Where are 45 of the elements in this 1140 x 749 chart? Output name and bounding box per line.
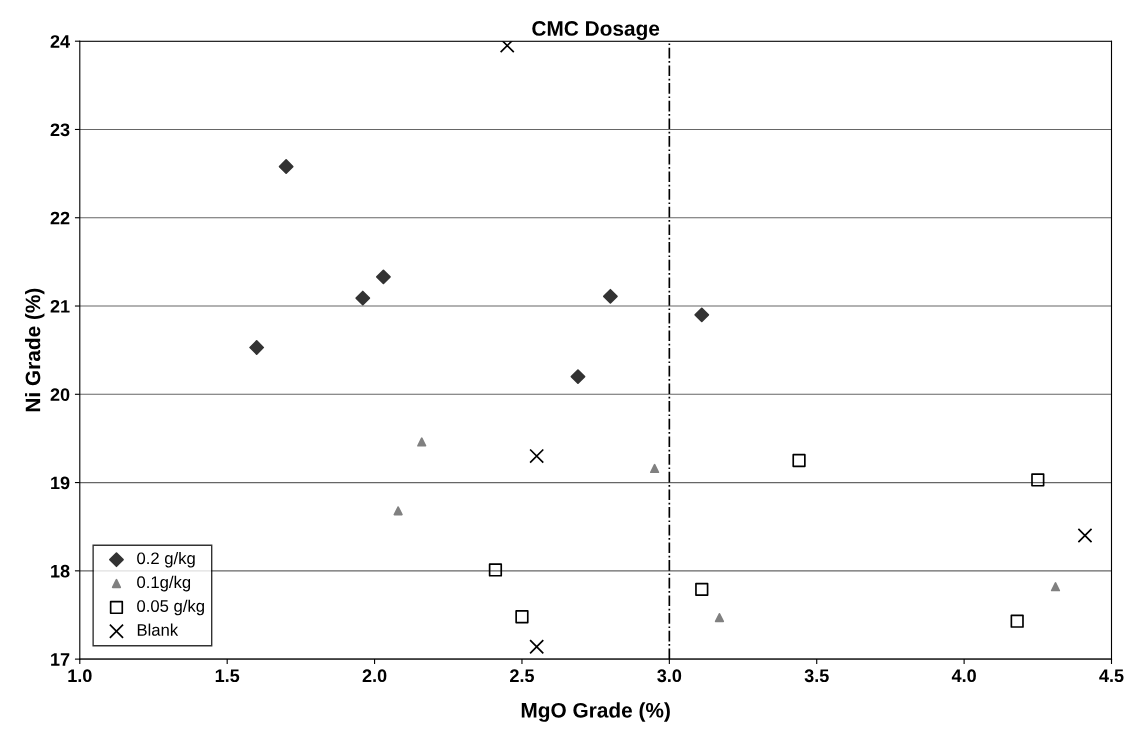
point [355,290,371,306]
x-axis-title: MgO Grade (%) [521,702,670,722]
point [529,448,545,464]
x-tick-label: 4.5 [1099,669,1124,683]
point [417,437,427,447]
y-tick-label: 18 [51,564,70,578]
point [1077,528,1093,543]
y-tick-label: 20 [50,388,70,402]
point [249,340,265,355]
legend-label: Blank [137,623,179,636]
y-tick-label: 21 [50,299,70,313]
y-tick-label: 22 [50,211,70,225]
point [515,610,529,624]
point [529,639,545,655]
y-tick-label: 24 [50,35,70,48]
legend-label: 0.05 g/kg [137,599,204,616]
x-tick-label: 3.5 [804,669,829,683]
x-tick-label: 4.0 [951,669,976,683]
x-tick-label: 2.5 [510,669,535,683]
point [393,506,403,516]
point [792,453,806,468]
point [649,463,660,474]
point [499,41,515,54]
point [602,288,618,304]
legend-label: 0.2 g/kg [137,551,195,568]
point [694,307,710,323]
point [1050,582,1061,592]
point [375,269,391,285]
point [695,582,709,597]
y-tick-label: 17 [51,653,70,666]
x-tick-label: 1.5 [215,669,240,683]
legend-label: 0.1g/kg [137,575,191,592]
x-tick-label: 1.0 [68,669,92,683]
x-tick-label: 2.0 [362,669,387,683]
y-tick-label: 23 [50,123,70,137]
point [570,369,586,385]
chart-title: CMC Dosage [532,21,660,41]
y-tick-label: 19 [51,476,70,490]
point [488,563,503,577]
point [714,612,725,623]
x-tick-label: 3.0 [657,669,682,683]
point [1031,473,1045,487]
point [1010,614,1024,628]
y-axis-title: Ni Grade (%) [25,288,45,412]
point [278,159,294,174]
